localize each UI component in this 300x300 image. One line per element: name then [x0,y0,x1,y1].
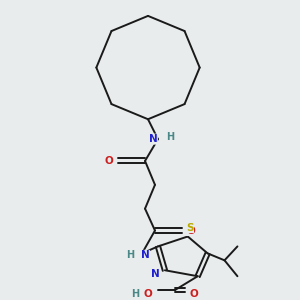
Text: H: H [126,250,134,260]
Text: O: O [105,156,114,166]
Text: N: N [141,250,149,260]
Text: S: S [186,223,194,232]
Text: H: H [166,132,174,142]
Text: O: O [186,226,195,236]
Text: O: O [189,289,198,299]
Text: N: N [151,269,159,279]
Text: O: O [144,289,152,299]
Text: N: N [148,134,158,144]
Text: H: H [131,289,139,299]
